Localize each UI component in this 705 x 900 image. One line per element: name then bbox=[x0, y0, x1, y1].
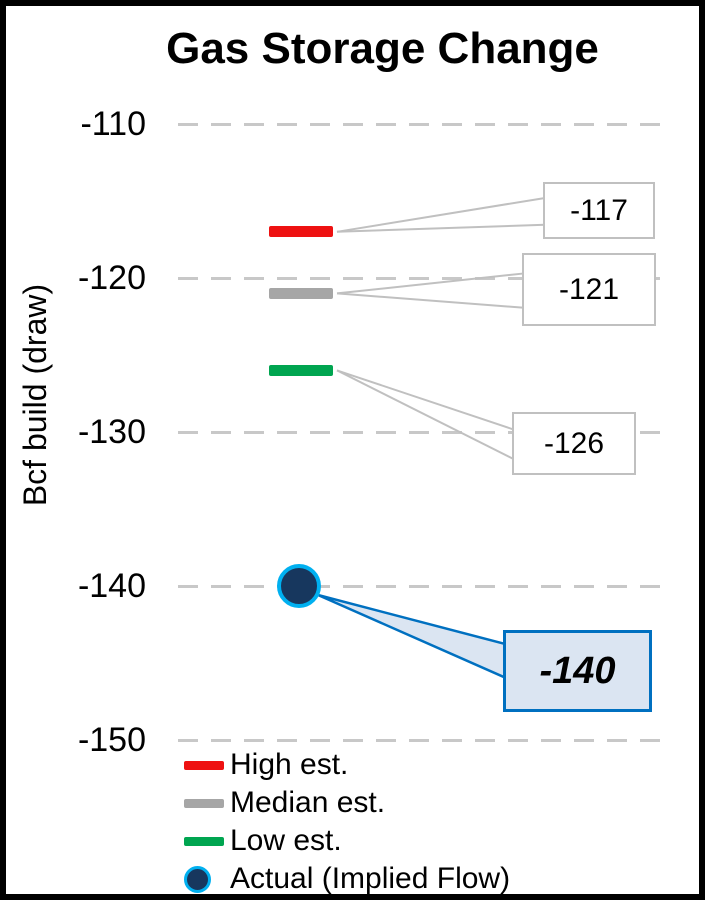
legend-label: Actual (Implied Flow) bbox=[230, 862, 511, 895]
legend-label: High est. bbox=[230, 748, 349, 781]
legend-marker-area bbox=[184, 798, 230, 808]
legend-item-median-est: Median est. bbox=[184, 784, 510, 822]
callout-low-est: -126 bbox=[512, 412, 636, 475]
chart-stage: Gas Storage Change Bcf build (draw) -110… bbox=[6, 6, 699, 894]
legend-dash-icon bbox=[184, 760, 224, 770]
leader-line-low-est bbox=[336, 369, 515, 431]
gridline bbox=[178, 122, 668, 126]
leader-line-high-est bbox=[336, 223, 546, 233]
y-tick-label: -110 bbox=[80, 105, 146, 143]
legend: High est. Median est. Low est. Actual (Impl… bbox=[184, 746, 511, 895]
gridline bbox=[178, 738, 668, 742]
legend-dash-icon bbox=[184, 798, 224, 808]
gridline bbox=[178, 584, 668, 588]
legend-label: Low est. bbox=[230, 824, 342, 857]
legend-dash-icon bbox=[184, 836, 224, 846]
legend-marker-area bbox=[184, 760, 230, 770]
leader-line-low-est bbox=[336, 369, 515, 461]
legend-marker-area bbox=[184, 865, 230, 893]
marker-circle-actual-implied-flow bbox=[277, 564, 321, 608]
leader-line-median-est bbox=[336, 292, 525, 309]
legend-marker-area bbox=[184, 836, 230, 846]
y-tick-label: -150 bbox=[77, 721, 146, 759]
marker-dash-low-est bbox=[269, 364, 333, 376]
legend-circle-icon bbox=[184, 865, 211, 893]
callout-high-est: -117 bbox=[543, 182, 655, 239]
leader-line-high-est bbox=[336, 196, 546, 233]
legend-item-high-est: High est. bbox=[184, 746, 510, 784]
marker-dash-high-est bbox=[269, 226, 333, 238]
legend-item-actual-implied-flow: Actual (Implied Flow) bbox=[184, 860, 511, 895]
chart-title: Gas Storage Change bbox=[166, 24, 599, 73]
callout-median-est: -121 bbox=[522, 253, 656, 326]
y-tick-label: -140 bbox=[77, 567, 146, 605]
leader-wedge-actual-implied-flow bbox=[317, 593, 507, 680]
y-tick-label: -120 bbox=[77, 259, 146, 297]
y-tick-label: -130 bbox=[77, 413, 146, 451]
marker-dash-median-est bbox=[269, 287, 333, 299]
legend-item-low-est: Low est. bbox=[184, 822, 510, 860]
legend-label: Median est. bbox=[230, 786, 386, 819]
callout-actual-implied-flow: -140 bbox=[503, 630, 652, 712]
